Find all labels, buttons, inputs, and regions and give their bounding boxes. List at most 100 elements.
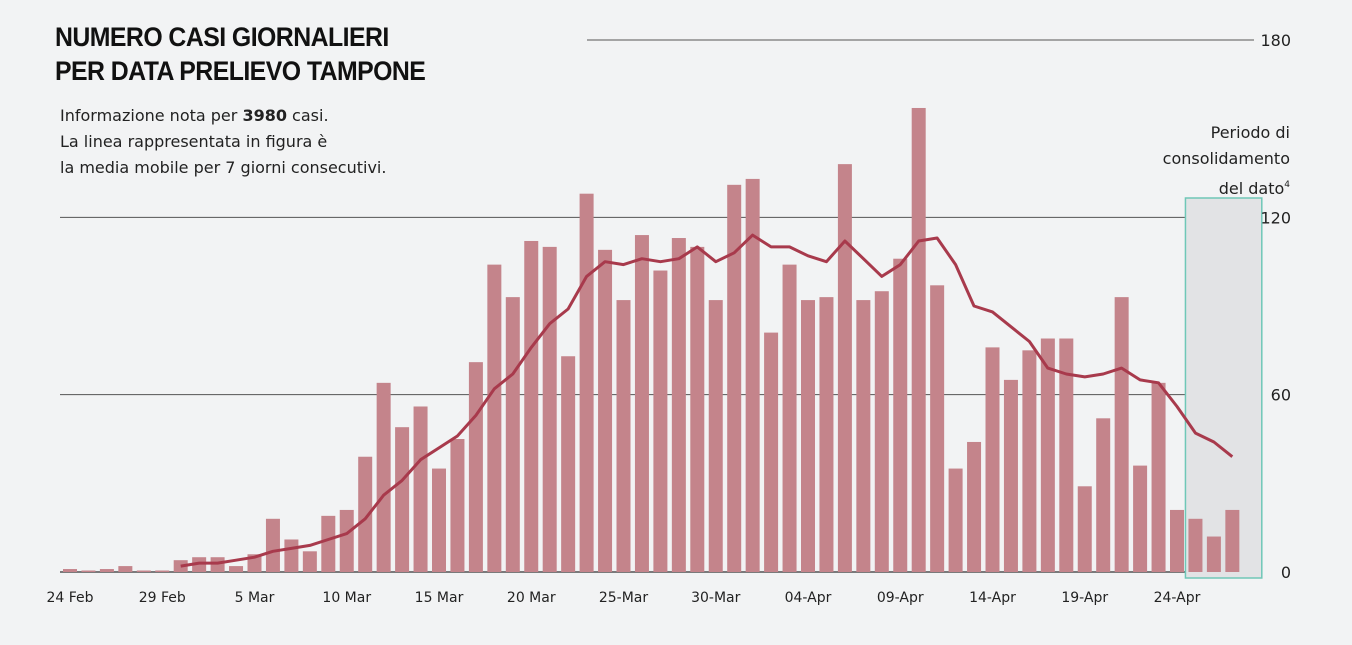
x-tick-label: 29 Feb (139, 590, 186, 606)
x-tick-label: 10 Mar (322, 590, 371, 606)
bar (930, 285, 945, 572)
annotation-line3: del dato4 (1120, 172, 1290, 202)
bar (210, 557, 225, 572)
bar (561, 356, 576, 572)
bar (616, 300, 631, 572)
bar (542, 246, 557, 572)
x-tick-label: 14-Apr (969, 590, 1016, 606)
bar (302, 551, 317, 572)
bar (265, 518, 280, 572)
moving-average-line (180, 233, 1234, 568)
y-tick-label: 60 (1271, 386, 1291, 405)
subtitle-suffix: casi. (286, 106, 329, 125)
bar (727, 184, 742, 573)
chart-title: NUMERO CASI GIORNALIERI PER DATA PRELIEV… (55, 20, 426, 88)
bar (1096, 418, 1111, 572)
bar (893, 258, 908, 572)
y-tick-label: 120 (1260, 208, 1291, 227)
bar (63, 569, 77, 572)
bar (136, 570, 151, 572)
bar (801, 300, 815, 572)
subtitle-line2: La linea rappresentata in figura è (60, 132, 328, 151)
bar (634, 235, 649, 573)
bar (911, 107, 926, 572)
bar (99, 569, 114, 572)
bar (1206, 536, 1221, 572)
bar (837, 164, 852, 572)
bar (764, 332, 779, 572)
bar (1133, 465, 1148, 572)
bar (1003, 379, 1018, 572)
bar (708, 300, 723, 572)
annotation-text: del dato (1218, 179, 1285, 198)
bar (321, 515, 336, 572)
x-tick-label: 04-Apr (785, 590, 832, 606)
x-tick-label: 15 Mar (415, 590, 464, 606)
bar (432, 468, 446, 572)
bar (967, 441, 982, 572)
bar (579, 193, 594, 572)
x-tick-label: 25-Mar (599, 590, 649, 606)
bars (63, 107, 1240, 573)
bar (1077, 486, 1092, 572)
subtitle-line1: Informazione nota per 3980 casi. (60, 103, 386, 129)
bar (395, 427, 410, 572)
subtitle-line3: la media mobile per 7 giorni consecutivi… (60, 158, 387, 177)
annotation-footnote: 4 (1284, 180, 1290, 190)
x-tick-label: 24-Apr (1154, 590, 1201, 606)
bar (1170, 509, 1184, 572)
bar (1188, 518, 1203, 572)
x-tick-label: 30-Mar (691, 590, 741, 606)
x-tick-label: 24 Feb (46, 590, 93, 606)
subtitle-prefix: Informazione nota per (60, 106, 243, 125)
bar (1114, 297, 1129, 572)
bar (690, 246, 705, 572)
consolidation-annotation: Periodo di consolidamento del dato4 (1120, 120, 1290, 202)
bar (450, 439, 465, 572)
bar (948, 468, 963, 572)
bar (985, 347, 1000, 572)
bar (1225, 509, 1240, 572)
annotation-line1: Periodo di (1210, 123, 1290, 142)
annotation-line2: consolidamento (1162, 149, 1290, 168)
bar (468, 362, 483, 572)
bar (671, 238, 686, 572)
bar (745, 178, 760, 572)
x-tick-label: 19-Apr (1061, 590, 1108, 606)
bar (284, 539, 299, 572)
bar (1059, 338, 1074, 572)
case-count: 3980 (242, 106, 287, 125)
bar (1022, 350, 1037, 572)
bar (339, 509, 354, 572)
bar (856, 300, 871, 572)
x-tick-label: 5 Mar (235, 590, 275, 606)
bar (524, 240, 539, 572)
y-axis-ticks: 0 60 120 180 (1260, 31, 1291, 582)
y-tick-label: 0 (1281, 563, 1291, 582)
consolidation-highlight (1184, 197, 1263, 579)
bar (1040, 338, 1055, 572)
bar (81, 570, 96, 572)
bar (118, 566, 133, 572)
bar (819, 297, 834, 572)
bar (413, 406, 428, 572)
bar (505, 297, 520, 572)
chart-title-line1: NUMERO CASI GIORNALIERI (55, 22, 389, 52)
y-tick-label: 180 (1260, 31, 1291, 50)
x-tick-label: 09-Apr (877, 590, 924, 606)
bar (1151, 382, 1166, 572)
chart-subtitle: Informazione nota per 3980 casi. La line… (60, 103, 386, 181)
bar (653, 270, 668, 572)
bar (376, 382, 391, 572)
bar (229, 566, 244, 572)
bar (598, 249, 613, 572)
chart-title-line2: PER DATA PRELIEVO TAMPONE (55, 56, 426, 86)
bar (874, 291, 889, 572)
x-axis-ticks: 24 Feb 29 Feb 5 Mar 10 Mar 15 Mar 20 Mar 25-Ma… (46, 590, 1200, 606)
bar (358, 456, 373, 572)
x-tick-label: 20 Mar (507, 590, 556, 606)
bar (782, 264, 797, 572)
bar (155, 570, 170, 572)
bar (487, 264, 502, 572)
